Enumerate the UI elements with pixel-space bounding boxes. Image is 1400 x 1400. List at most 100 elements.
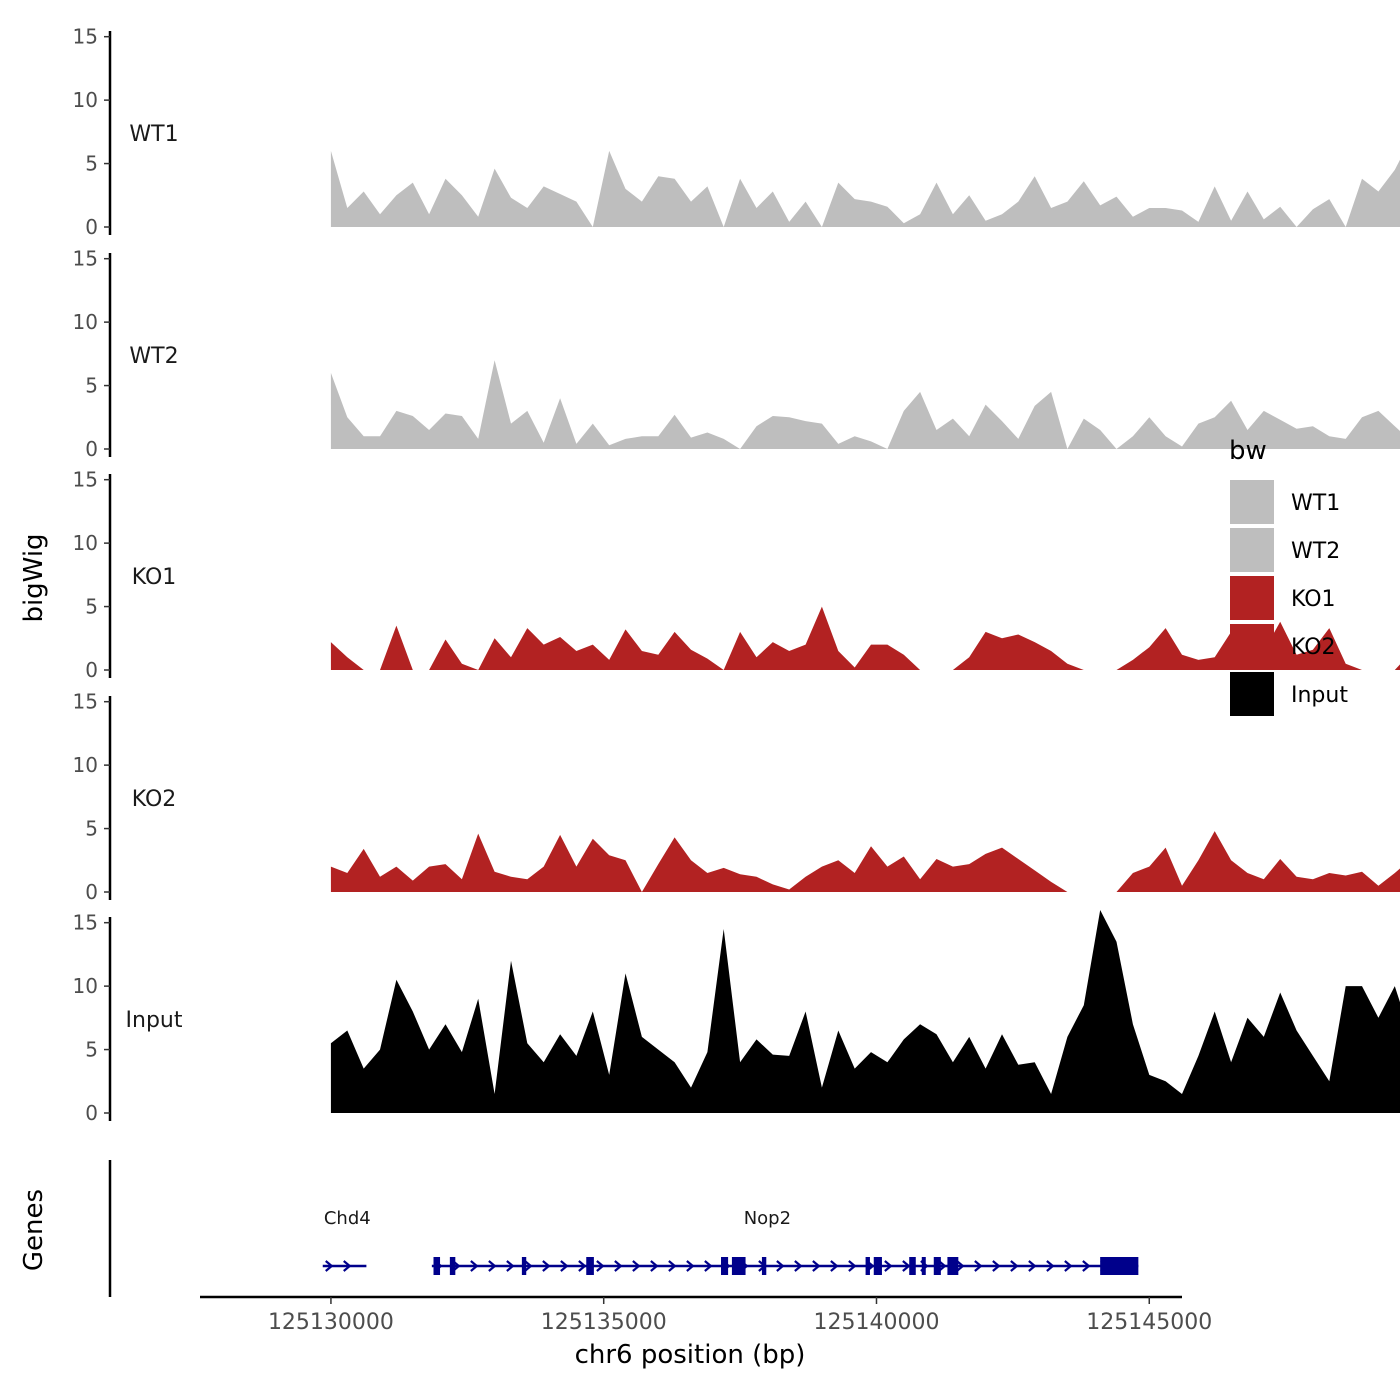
strand-arrow: [812, 1260, 821, 1272]
exon: [873, 1257, 882, 1275]
y-tick-label: 0: [85, 1101, 98, 1125]
x-axis-title: chr6 position (bp): [575, 1340, 806, 1370]
strand-arrow: [956, 1260, 965, 1272]
legend-label: Input: [1291, 683, 1348, 708]
legend-item: WT2: [1230, 528, 1340, 572]
strand-arrow: [632, 1260, 641, 1272]
legend-label: WT2: [1291, 539, 1340, 564]
strand-arrow: [542, 1260, 551, 1272]
y-tick-label: 5: [85, 1038, 98, 1062]
strand-arrow: [668, 1260, 677, 1272]
exon: [947, 1257, 959, 1275]
facet-label: KO2: [132, 787, 177, 812]
strand-arrow: [902, 1260, 911, 1272]
y-axis-title: bigWig: [19, 533, 49, 622]
y-tick-label: 15: [73, 468, 98, 492]
x-tick-label: 125135000: [541, 1310, 667, 1335]
strand-arrow: [1010, 1260, 1019, 1272]
exon: [921, 1257, 926, 1275]
exon: [865, 1257, 870, 1275]
facet-label: WT2: [129, 344, 178, 369]
y-tick-label: 15: [73, 25, 98, 49]
x-axis: 125130000 125135000 125140000 125145000: [200, 1295, 1212, 1335]
strand-arrow: [560, 1260, 569, 1272]
legend-swatch: [1230, 480, 1274, 524]
strand-arrow: [830, 1260, 839, 1272]
gene-chd4: Chd4: [322, 1208, 371, 1272]
y-tick-label: 5: [85, 817, 98, 841]
strand-arrow: [506, 1260, 515, 1272]
strand-arrow: [325, 1260, 334, 1272]
legend-item: WT1: [1230, 480, 1340, 524]
strand-arrow: [470, 1260, 479, 1272]
y-tick-label: 15: [73, 911, 98, 935]
y-tick-label: 0: [85, 215, 98, 239]
exon: [731, 1257, 746, 1275]
gene-label: Nop2: [744, 1208, 791, 1229]
strand-arrow: [650, 1260, 659, 1272]
exon: [721, 1257, 729, 1275]
exon: [933, 1257, 941, 1275]
strand-arrow: [992, 1260, 1001, 1272]
y-tick-label: 10: [73, 974, 98, 998]
x-tick-label: 125140000: [813, 1310, 939, 1335]
series-area-input: [330, 910, 1400, 1113]
strand-arrow: [884, 1260, 893, 1272]
y-tick-label: 10: [73, 531, 98, 555]
legend-item: Input: [1230, 672, 1348, 716]
legend: bw WT1 WT2 KO1 KO2 Input: [1229, 436, 1348, 716]
exon: [521, 1257, 527, 1275]
panel-ko2: 0 5 10 15 KO2: [73, 690, 1400, 904]
strand-arrow: [524, 1260, 533, 1272]
legend-label: WT1: [1291, 491, 1340, 516]
exon: [586, 1257, 594, 1275]
strand-arrow: [974, 1260, 983, 1272]
gene-track: Chd4 Nop2: [108, 1160, 1139, 1297]
y-tick-label: 10: [73, 88, 98, 112]
strand-arrow: [848, 1260, 857, 1272]
series-area-wt1: [330, 150, 1400, 227]
exon: [449, 1257, 456, 1275]
gene-nop2: Nop2: [431, 1208, 1139, 1275]
strand-arrow: [343, 1260, 352, 1272]
facet-label: KO1: [132, 565, 177, 590]
y-tick-label: 15: [73, 690, 98, 714]
y-tick-label: 0: [85, 437, 98, 461]
gene-label: Chd4: [324, 1208, 371, 1229]
y-tick-label: 5: [85, 152, 98, 176]
strand-arrow: [1064, 1260, 1073, 1272]
y-tick-label: 5: [85, 595, 98, 619]
signal-panels: 0 5 10 15 WT1 0 5 10 15 WT2 0 5 10 15 KO1 0 5 10 15 KO2 0 5 10…: [73, 25, 1400, 1125]
series-area-ko2: [330, 831, 1400, 892]
strand-arrow: [794, 1260, 803, 1272]
y-tick-label: 10: [73, 753, 98, 777]
strand-arrow: [704, 1260, 713, 1272]
x-tick-label: 125145000: [1086, 1310, 1212, 1335]
panel-wt1: 0 5 10 15 WT1: [73, 25, 1400, 239]
strand-arrow: [596, 1260, 605, 1272]
facet-label: Input: [126, 1008, 183, 1033]
strand-arrow: [1046, 1260, 1055, 1272]
legend-swatch: [1230, 624, 1274, 668]
legend-title: bw: [1229, 436, 1267, 466]
exon: [909, 1257, 916, 1275]
exon: [761, 1257, 767, 1275]
strand-arrow: [614, 1260, 623, 1272]
facet-label: WT1: [129, 122, 178, 147]
y-tick-label: 5: [85, 374, 98, 398]
strand-arrow: [488, 1260, 497, 1272]
strand-arrow: [776, 1260, 785, 1272]
legend-label: KO1: [1291, 587, 1336, 612]
series-area-ko1: [330, 606, 1400, 670]
strand-arrow: [686, 1260, 695, 1272]
gene-track-title: Genes: [19, 1189, 49, 1271]
series-area-wt2: [330, 360, 1400, 449]
legend-item: KO1: [1230, 576, 1336, 620]
strand-arrow: [1082, 1260, 1091, 1272]
panel-wt2: 0 5 10 15 WT2: [73, 247, 1400, 461]
y-tick-label: 0: [85, 880, 98, 904]
x-tick-label: 125130000: [268, 1310, 394, 1335]
strand-arrow: [1028, 1260, 1037, 1272]
panel-ko1: 0 5 10 15 KO1: [73, 468, 1400, 682]
